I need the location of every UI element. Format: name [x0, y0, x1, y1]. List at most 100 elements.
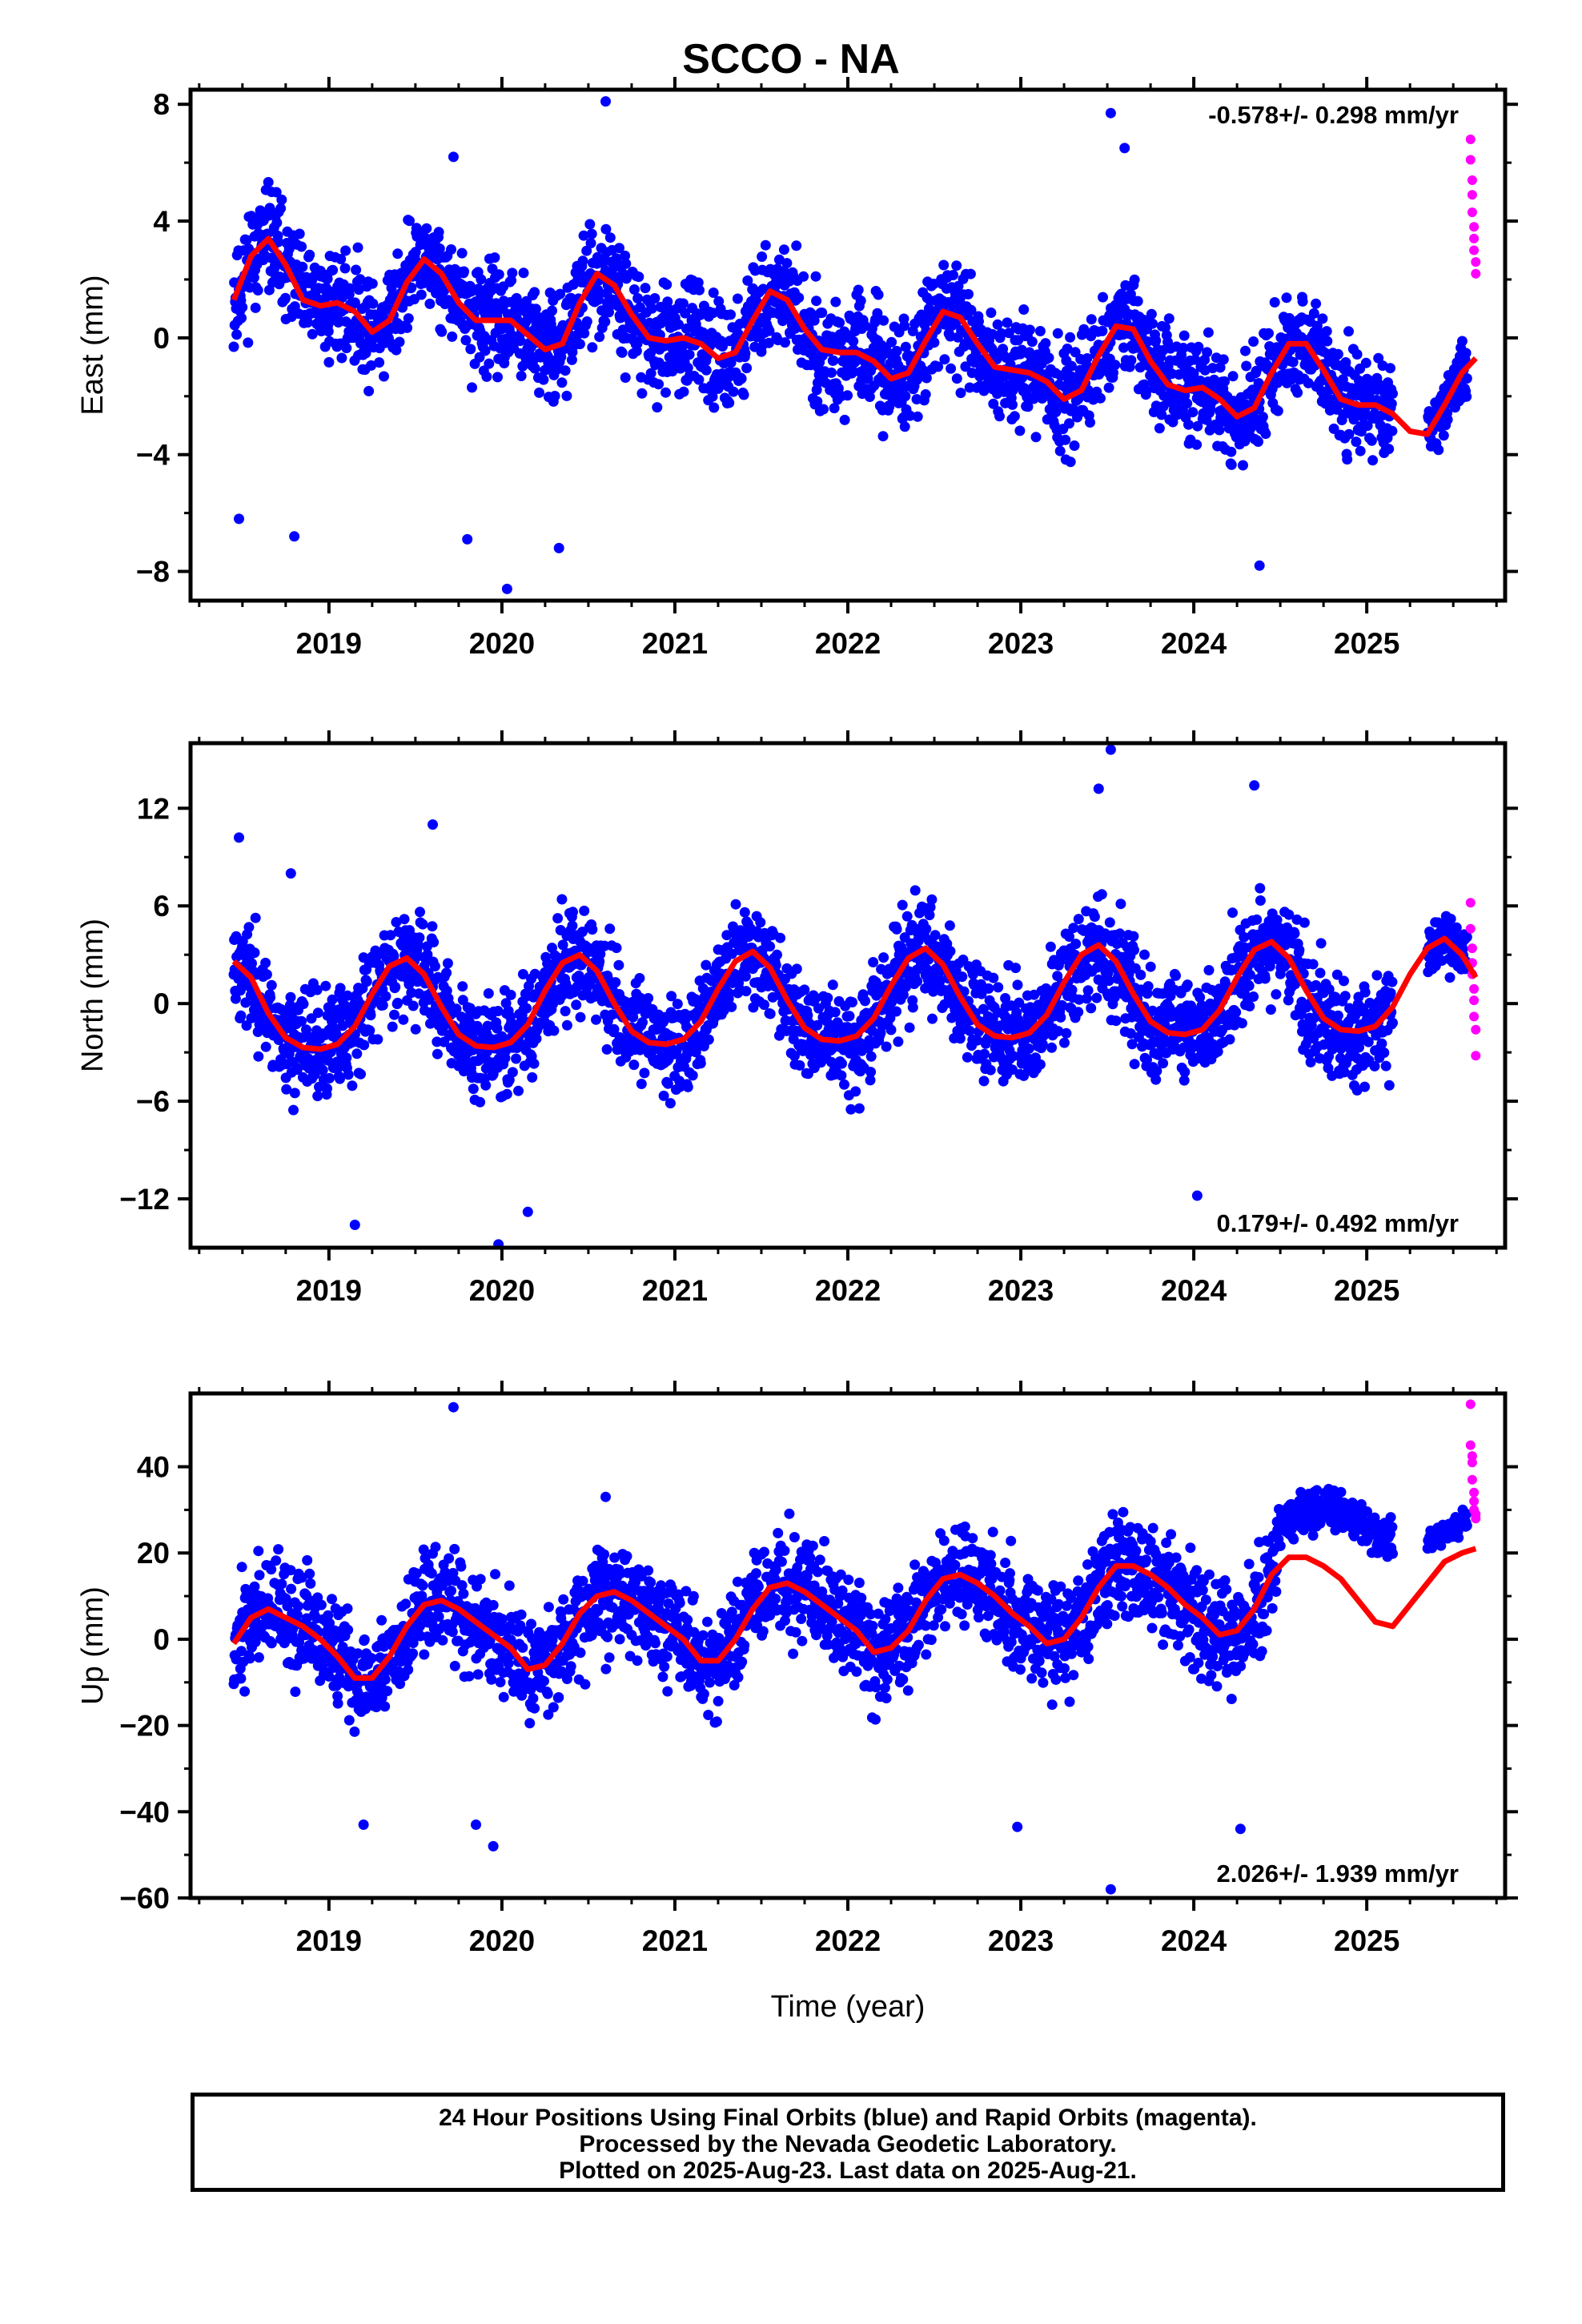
final-orbit-point [507, 1067, 518, 1078]
rapid-orbit-point [1467, 207, 1477, 218]
final-orbit-point [527, 1072, 538, 1083]
final-orbit-point [475, 1096, 486, 1108]
final-orbit-point [1339, 975, 1349, 987]
final-orbit-point [764, 325, 775, 336]
final-orbit-point [628, 284, 640, 295]
final-orbit-point [836, 1070, 847, 1081]
final-orbit-point [701, 364, 712, 376]
north-final-orbit-points [228, 744, 1472, 1250]
final-orbit-point [763, 337, 774, 348]
final-orbit-point [366, 360, 377, 371]
east-rate-label: -0.578+/- 0.298 mm/yr [1208, 101, 1459, 129]
final-orbit-point [594, 332, 605, 343]
final-orbit-point [1438, 430, 1449, 441]
final-orbit-point [604, 923, 616, 935]
final-orbit-point [826, 367, 837, 378]
final-orbit-point [587, 924, 598, 935]
final-orbit-point [360, 348, 371, 359]
final-orbit-point [577, 255, 588, 267]
final-orbit-point [901, 911, 913, 922]
final-orbit-point [529, 363, 540, 374]
final-orbit-point [1227, 907, 1238, 919]
final-orbit-point [390, 982, 401, 992]
final-orbit-point [1009, 411, 1020, 422]
final-orbit-point [505, 989, 516, 1000]
final-orbit-point [575, 1011, 586, 1023]
final-orbit-point [1046, 1042, 1058, 1053]
final-orbit-point [1366, 435, 1377, 446]
final-orbit-point [963, 288, 974, 300]
rapid-orbit-point [1471, 268, 1481, 279]
final-orbit-point [1271, 989, 1282, 1000]
final-orbit-point [1178, 330, 1190, 341]
final-orbit-point [897, 899, 908, 911]
final-orbit-point [399, 914, 410, 925]
final-orbit-point [459, 266, 469, 277]
final-orbit-point [811, 296, 822, 307]
final-orbit-point [236, 312, 247, 324]
final-orbit-point [1321, 326, 1332, 337]
final-orbit-point [979, 1048, 990, 1059]
final-orbit-point [1307, 959, 1319, 970]
final-orbit-point [253, 1051, 264, 1062]
final-orbit-point [548, 1025, 560, 1036]
final-orbit-point [1315, 967, 1326, 979]
final-orbit-point [818, 404, 829, 415]
final-orbit-point [1054, 445, 1066, 456]
final-orbit-point [964, 1025, 975, 1036]
final-orbit-point [483, 988, 494, 999]
final-orbit-point [939, 354, 950, 365]
final-orbit-point [1433, 444, 1444, 456]
final-orbit-point [759, 999, 769, 1011]
final-orbit-point [1292, 387, 1303, 398]
final-orbit-point [312, 1007, 323, 1019]
final-orbit-point [645, 368, 656, 379]
final-orbit-point [878, 952, 889, 963]
final-orbit-point [547, 305, 557, 316]
final-orbit-point [448, 151, 459, 163]
final-orbit-point [844, 1011, 855, 1022]
final-orbit-point [725, 309, 736, 320]
final-orbit-point [1224, 1034, 1235, 1045]
final-orbit-point [1110, 1015, 1122, 1027]
final-orbit-point [634, 973, 645, 983]
final-orbit-point [860, 995, 870, 1007]
final-orbit-point [456, 247, 468, 259]
final-orbit-point [640, 283, 651, 294]
final-orbit-point [1104, 917, 1115, 928]
final-orbit-point [560, 1006, 571, 1017]
final-orbit-point [528, 1058, 540, 1069]
final-orbit-point [1218, 354, 1229, 365]
final-orbit-point [985, 1064, 996, 1076]
final-orbit-point [886, 997, 897, 1007]
final-orbit-point [649, 293, 661, 304]
final-orbit-point [930, 930, 941, 941]
final-orbit-point [732, 293, 743, 304]
final-orbit-point [457, 981, 468, 992]
final-orbit-point [513, 1085, 524, 1096]
final-orbit-point [1294, 944, 1305, 955]
final-orbit-point [501, 583, 512, 594]
final-orbit-point [1059, 1037, 1070, 1048]
final-orbit-point [830, 296, 841, 308]
rapid-orbit-point [1465, 155, 1476, 165]
final-orbit-point [839, 414, 850, 425]
final-orbit-point [355, 274, 366, 285]
final-orbit-point [1226, 446, 1237, 457]
final-orbit-point [912, 975, 923, 987]
final-orbit-point [703, 1034, 714, 1045]
final-orbit-point [929, 337, 940, 348]
final-orbit-point [1281, 292, 1292, 304]
final-orbit-point [289, 531, 300, 542]
final-orbit-point [728, 386, 739, 397]
final-orbit-point [1095, 392, 1106, 404]
final-orbit-point [1265, 1004, 1276, 1015]
final-orbit-point [511, 1053, 522, 1064]
final-orbit-point [920, 389, 931, 400]
final-orbit-point [1012, 979, 1023, 991]
final-orbit-point [250, 302, 261, 313]
final-orbit-point [252, 285, 263, 296]
y-tick-label: 4 [153, 205, 170, 238]
final-orbit-point [791, 240, 802, 251]
final-orbit-point [1040, 338, 1051, 349]
